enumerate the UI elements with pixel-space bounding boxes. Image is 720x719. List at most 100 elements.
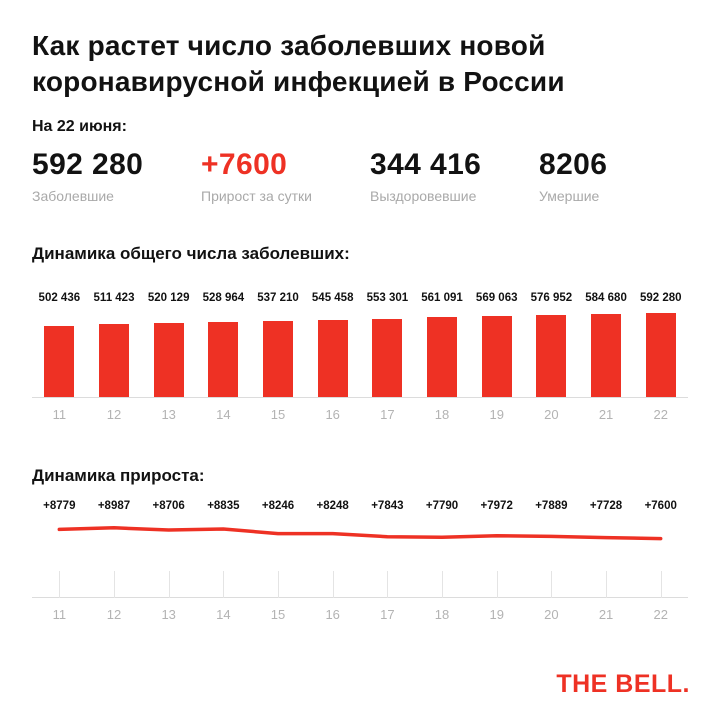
- line-value-label: +8246: [261, 499, 295, 512]
- bar: [427, 316, 458, 397]
- stat-label: Заболевшие: [32, 187, 114, 204]
- bar-wrap: [372, 311, 403, 397]
- line-value-label: +8248: [316, 499, 349, 512]
- line-x-label: 17: [380, 606, 395, 622]
- bar-x-label: 12: [106, 406, 122, 422]
- stat-block: +7600 Прирост за сутки: [201, 148, 370, 204]
- stat-block: 8206 Умершие: [539, 148, 607, 204]
- bar-value-label: 520 129: [147, 291, 190, 304]
- stat-block: 344 416 Выздоровевшие: [370, 148, 539, 204]
- bar-column: 502 436: [32, 292, 87, 397]
- bar-column: 576 952: [524, 292, 579, 397]
- line-x-label: 21: [598, 606, 614, 622]
- bar-wrap: [99, 311, 129, 397]
- bar-value-label: 528 964: [202, 291, 245, 304]
- bar-value-label: 561 091: [421, 291, 463, 304]
- stat-value: 344 416: [370, 147, 482, 181]
- line-value-label: +7790: [425, 499, 459, 512]
- line-value-label: +8987: [97, 499, 131, 512]
- bar: [317, 319, 348, 397]
- line-x-label: 18: [434, 606, 450, 622]
- bar-value-label: 592 280: [639, 291, 682, 304]
- bar-value-label: 584 680: [585, 291, 627, 304]
- bar-x-label: 17: [380, 406, 395, 422]
- bar-x-label: 13: [161, 406, 176, 422]
- stat-label: Выздоровевшие: [370, 187, 477, 204]
- stat-block: 592 280 Заболевшие: [32, 148, 201, 204]
- stat-value: 592 280: [32, 147, 144, 181]
- bar: [44, 325, 75, 397]
- bar-x-label: 19: [489, 406, 504, 422]
- bar-value-label: 553 301: [366, 291, 409, 304]
- bar-value-label: 537 210: [257, 291, 299, 304]
- daily-growth-line-chart: +8779 +8987 +8706 +8835 +8246 +8248 +7843 +7790…: [32, 500, 688, 622]
- gridline-tick: [442, 570, 443, 598]
- bar-wrap: [44, 311, 75, 397]
- gridline-tick: [59, 570, 61, 598]
- bar-chart-x-labels: 11 12 13 14 15 16 17 18 19 20 21 22: [32, 398, 688, 422]
- bar-column: 528 964: [196, 292, 251, 397]
- bar-column: 592 280: [633, 292, 688, 397]
- bar-column: 569 063: [469, 292, 524, 397]
- line-plot-area: [32, 516, 688, 598]
- gridline-tick: [332, 570, 334, 598]
- bar: [99, 323, 129, 397]
- bar-value-label: 545 458: [311, 291, 354, 304]
- bar-chart-axis-line: [32, 396, 688, 398]
- bar-wrap: [263, 311, 294, 397]
- bar: [591, 313, 622, 397]
- line-x-label: 20: [544, 606, 559, 622]
- bar-value-label: 576 952: [530, 291, 573, 304]
- line-value-label: +7600: [644, 499, 677, 512]
- gridline-tick: [168, 570, 170, 598]
- total-cases-chart-title: Динамика общего числа заболевших:: [32, 243, 350, 263]
- bar-x-label: 20: [544, 406, 559, 422]
- stats-row: 592 280 Заболевшие +7600 Прирост за сутки 34…: [32, 148, 688, 204]
- bar-column: 511 423: [87, 292, 142, 397]
- bar-x-label: 21: [598, 406, 614, 422]
- bar-wrap: [591, 311, 622, 397]
- bar-x-label: 15: [270, 406, 286, 422]
- line-x-label: 15: [270, 606, 286, 622]
- bar: [481, 315, 512, 397]
- line-x-label: 19: [489, 606, 504, 622]
- gridline-tick: [551, 570, 553, 598]
- line-x-label: 16: [325, 606, 340, 622]
- bar-column: 553 301: [360, 292, 415, 397]
- stat-value: 8206: [539, 147, 608, 181]
- bar-wrap: [317, 311, 348, 397]
- bar-column: 537 210: [251, 292, 306, 397]
- stat-value: +7600: [201, 147, 288, 181]
- growth-line-svg: [57, 525, 663, 541]
- brand-logo: THE BELL.: [556, 670, 690, 698]
- bar: [536, 314, 567, 397]
- bar-value-label: 502 436: [38, 291, 81, 304]
- stat-label: Умершие: [539, 187, 600, 204]
- line-x-label: 13: [161, 606, 176, 622]
- bar-column: 584 680: [579, 292, 634, 397]
- line-chart-axis-line: [32, 596, 688, 598]
- gridline-tick: [660, 570, 662, 598]
- bar-wrap: [481, 311, 512, 397]
- bar-value-label: 569 063: [475, 291, 518, 304]
- line-value-label: +7843: [371, 499, 404, 512]
- page-title: Как растет число заболевших новой корона…: [32, 28, 688, 100]
- bar-wrap: [536, 311, 567, 397]
- bar: [208, 321, 239, 397]
- bar-x-label: 14: [216, 406, 231, 422]
- line-value-label: +8706: [152, 499, 185, 512]
- bar: [153, 322, 184, 397]
- line-x-label: 22: [653, 606, 668, 622]
- date-label: На 22 июня:: [32, 117, 127, 135]
- stat-label: Прирост за сутки: [201, 187, 312, 204]
- bar-value-label: 511 423: [93, 291, 135, 304]
- bar-column: 520 129: [141, 292, 196, 397]
- bar-wrap: [645, 311, 676, 397]
- bar-wrap: [208, 311, 239, 397]
- gridline-tick: [223, 570, 225, 598]
- bar-x-label: 18: [434, 406, 450, 422]
- gridline-tick: [114, 570, 115, 598]
- bar-x-label: 16: [325, 406, 340, 422]
- bar: [263, 320, 294, 397]
